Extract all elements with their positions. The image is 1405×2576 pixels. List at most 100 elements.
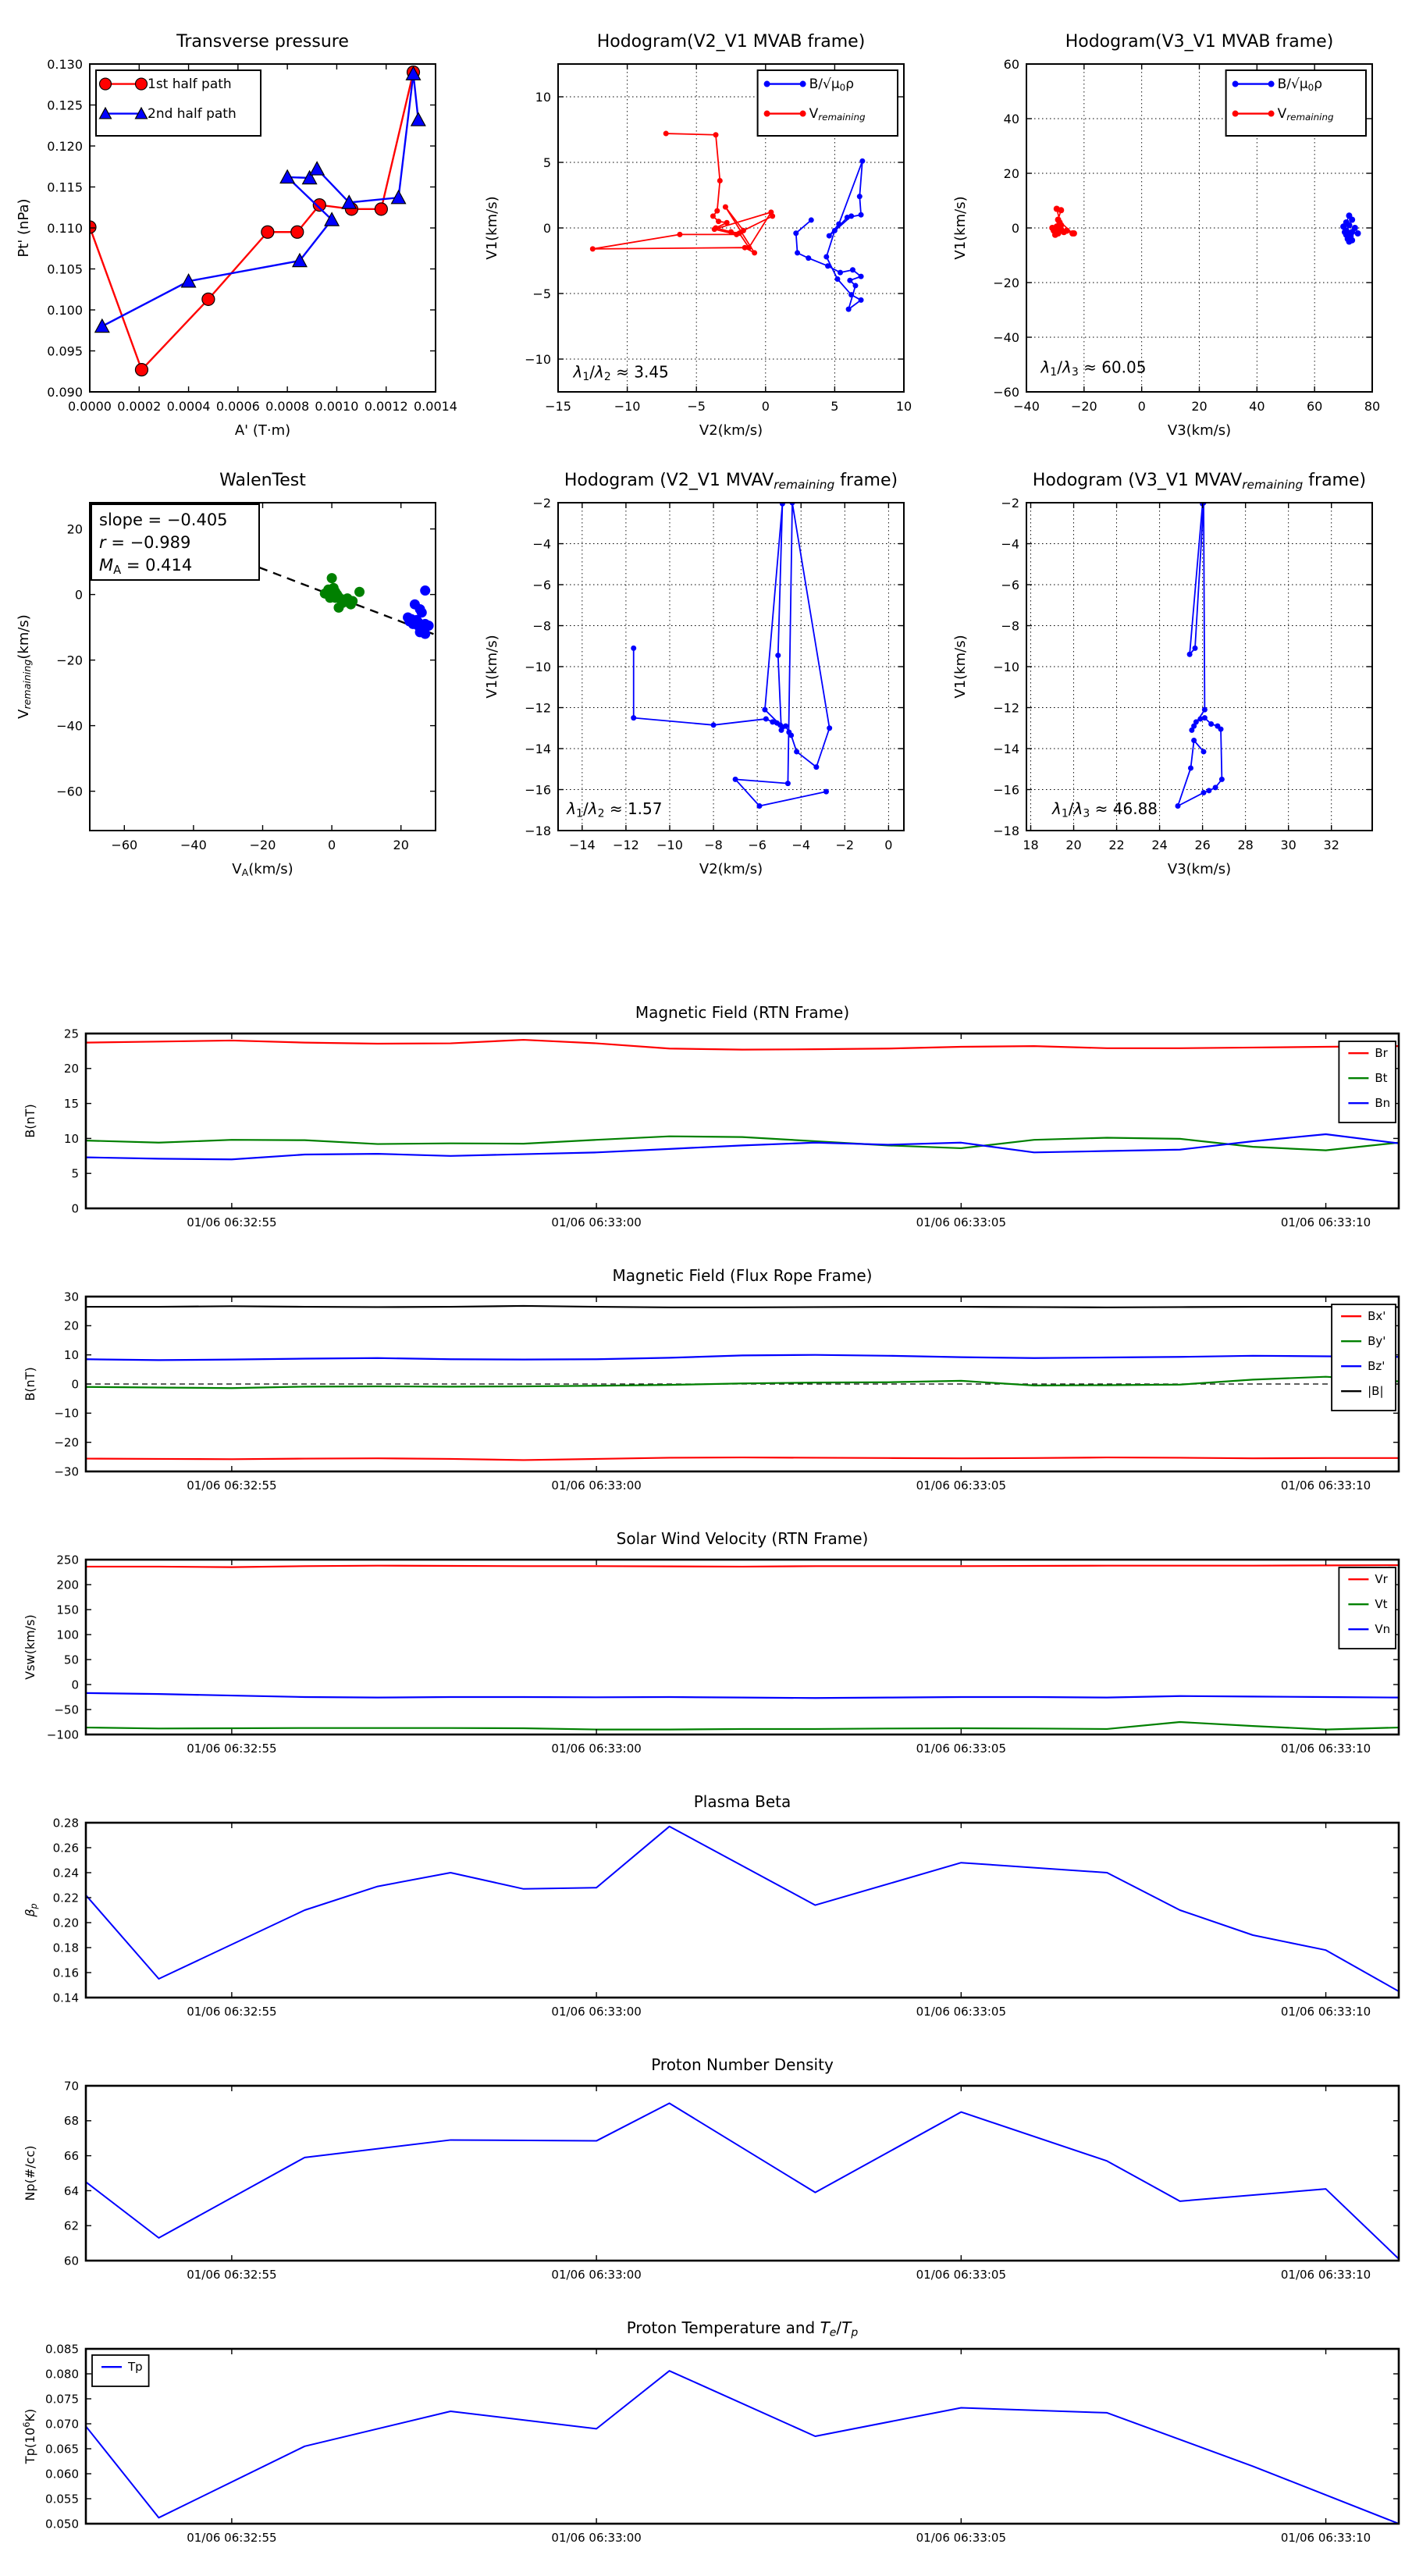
proton-temperature-legend-label: Tp xyxy=(127,2360,143,2374)
solar-wind-velocity-title: Solar Wind Velocity (RTN Frame) xyxy=(617,1529,869,1548)
solar-wind-velocity-ytick: 100 xyxy=(56,1628,79,1642)
hodogram-v3v1-mvav-ytick: −4 xyxy=(1001,536,1019,551)
proton-temperature-xtick: 01/06 06:32:55 xyxy=(187,2531,276,2545)
hodogram-v2v1-mvav-ytick: −2 xyxy=(532,496,551,511)
magnetic-field-rtn-xtick: 01/06 06:33:10 xyxy=(1281,1215,1371,1229)
magnetic-field-fluxrope-ylabel: B(nT) xyxy=(23,1367,37,1400)
hodogram-v3v1-mvab-ylabel: V1(km/s) xyxy=(952,196,969,259)
proton-temperature-ytick: 0.050 xyxy=(45,2517,79,2531)
magnetic-field-fluxrope-ytick: 30 xyxy=(64,1290,79,1304)
hodogram-v3v1-mvab-ytick: 0 xyxy=(1012,221,1019,236)
solar-wind-velocity-xtick: 01/06 06:32:55 xyxy=(187,1742,276,1756)
transverse-pressure-ytick: 0.095 xyxy=(47,343,83,358)
hodogram-v3v1-mvav-ytick: −6 xyxy=(1001,578,1019,592)
chart-proton-number-density: 01/06 06:32:55 01/06 06:33:00 01/06 06:33:… xyxy=(0,2037,1405,2300)
hodogram-v2v1-mvav-ylabel: V1(km/s) xyxy=(484,635,500,698)
hodogram-v3v1-mvav-xtick: 32 xyxy=(1324,838,1339,852)
magnetic-field-rtn-svg: 01/06 06:32:55 01/06 06:33:00 01/06 06:33:… xyxy=(0,985,1405,1247)
magnetic-field-fluxrope-ytick: −10 xyxy=(54,1407,79,1421)
hodogram-v3v1-mvav-svg: 18 20 22 24 26 28 30 32 −18 −16 −14 −12 −10 −8 −6 −4 −2 H… xyxy=(937,447,1405,884)
chart-magnetic-field-rtn: 01/06 06:32:55 01/06 06:33:00 01/06 06:33:… xyxy=(0,985,1405,1247)
hodogram-v3v1-mvab-ytick: 60 xyxy=(1004,57,1019,72)
proton-temperature-xtick: 01/06 06:33:00 xyxy=(551,2531,641,2545)
hodogram-v2v1-mvab-ytick: −5 xyxy=(532,286,551,301)
walen-test-ytick: 20 xyxy=(67,521,83,536)
proton-temperature-svg: 01/06 06:32:55 01/06 06:33:00 01/06 06:33:… xyxy=(0,2300,1405,2563)
walen-test-xtick: −20 xyxy=(250,838,276,852)
magnetic-field-fluxrope-legend-label: By' xyxy=(1368,1334,1385,1348)
hodogram-v2v1-mvav-ytick: −10 xyxy=(525,660,551,674)
proton-number-density-xtick: 01/06 06:32:55 xyxy=(187,2268,276,2282)
hodogram-v2v1-mvav-ytick: −16 xyxy=(525,782,551,797)
walen-test-ytick: −20 xyxy=(56,653,83,667)
plasma-beta-xtick: 01/06 06:33:10 xyxy=(1281,2005,1371,2019)
magnetic-field-fluxrope-legend-label: Bx' xyxy=(1368,1309,1385,1323)
solar-wind-velocity-legend-label: Vr xyxy=(1375,1572,1388,1586)
solar-wind-velocity-ylabel: Vsw(km/s) xyxy=(23,1614,37,1679)
transverse-pressure-ytick: 0.100 xyxy=(47,303,83,318)
hodogram-v3v1-mvab-xtick: 0 xyxy=(1138,399,1146,414)
hodogram-v2v1-mvav-title: Hodogram (V2_V1 MVAVremaining frame) xyxy=(564,471,898,492)
chart-magnetic-field-fluxrope: 01/06 06:32:55 01/06 06:33:00 01/06 06:33:… xyxy=(0,1248,1405,1510)
magnetic-field-fluxrope-title: Magnetic Field (Flux Rope Frame) xyxy=(613,1266,873,1285)
proton-temperature-ytick: 0.060 xyxy=(45,2467,79,2481)
chart-hodogram-v2v1-mvav: −14 −12 −10 −8 −6 −4 −2 0 −18 −16 −14 −12 −10 −8 −6 −4 −… xyxy=(468,447,937,884)
walen-test-xtick: −60 xyxy=(111,838,137,852)
hodogram-v2v1-mvav-ytick: −12 xyxy=(525,700,551,715)
magnetic-field-rtn-series xyxy=(86,1038,1399,1161)
hodogram-v3v1-mvav-xtick: 18 xyxy=(1023,838,1038,852)
solar-wind-velocity-ytick: −100 xyxy=(47,1727,79,1742)
hodogram-v2v1-mvab-xtick: −5 xyxy=(687,399,706,414)
hodogram-v2v1-mvav-series xyxy=(631,503,833,809)
magnetic-field-fluxrope-series xyxy=(86,1304,1399,1461)
hodogram-v2v1-mvav-ytick: −8 xyxy=(532,618,551,633)
hodogram-v2v1-mvav-xtick: −6 xyxy=(748,838,767,852)
hodogram-v2v1-mvab-title: Hodogram(V2_V1 MVAB frame) xyxy=(597,32,866,52)
solar-wind-velocity-ytick: 50 xyxy=(64,1653,79,1667)
plasma-beta-ytick: 0.28 xyxy=(53,1816,79,1830)
hodogram-v3v1-mvab-xtick: −40 xyxy=(1013,399,1040,414)
magnetic-field-rtn-ytick: 20 xyxy=(64,1062,79,1076)
walen-test-ytick: −40 xyxy=(56,718,83,733)
proton-number-density-svg: 01/06 06:32:55 01/06 06:33:00 01/06 06:33:… xyxy=(0,2037,1405,2300)
solar-wind-velocity-legend: Vr Vt Vn xyxy=(1338,1567,1396,1649)
hodogram-v2v1-mvav-xtick: −12 xyxy=(613,838,639,852)
hodogram-v2v1-mvav-xtick: −10 xyxy=(656,838,683,852)
hodogram-v2v1-mvav-xtick: −14 xyxy=(569,838,596,852)
hodogram-v2v1-mvab-ytick: 0 xyxy=(543,221,551,236)
hodogram-v3v1-mvav-xtick: 20 xyxy=(1065,838,1081,852)
magnetic-field-fluxrope-svg: 01/06 06:32:55 01/06 06:33:00 01/06 06:33:… xyxy=(0,1248,1405,1510)
solar-wind-velocity-svg: 01/06 06:32:55 01/06 06:33:00 01/06 06:33:… xyxy=(0,1511,1405,1774)
magnetic-field-rtn-legend-label: Bt xyxy=(1375,1071,1387,1085)
walen-test-stat: MA = 0.414 xyxy=(99,556,192,577)
hodogram-v3v1-mvav-ytick: −16 xyxy=(993,782,1019,797)
transverse-pressure-ylabel: Pt' (nPa) xyxy=(16,198,32,257)
walen-test-stat: r = −0.989 xyxy=(99,533,190,552)
hodogram-v3v1-mvab-ytick: 20 xyxy=(1004,166,1019,181)
plasma-beta-ytick: 0.16 xyxy=(53,1966,79,1980)
hodogram-v3v1-mvav-ytick: −18 xyxy=(993,824,1019,838)
magnetic-field-fluxrope-xtick: 01/06 06:33:10 xyxy=(1281,1478,1371,1493)
solar-wind-velocity-ytick: 150 xyxy=(56,1603,79,1617)
walen-test-xtick: 20 xyxy=(393,838,409,852)
hodogram-v3v1-mvav-ylabel: V1(km/s) xyxy=(952,635,969,698)
hodogram-v3v1-mvab-ytick: −60 xyxy=(993,385,1019,400)
hodogram-v3v1-mvab-legend-label: B/√μ0ρ xyxy=(1278,76,1322,93)
transverse-pressure-ytick: 0.110 xyxy=(47,221,83,236)
solar-wind-velocity-ytick: 200 xyxy=(56,1578,79,1592)
proton-number-density-xtick: 01/06 06:33:05 xyxy=(916,2268,1006,2282)
proton-temperature-ytick: 0.065 xyxy=(45,2442,79,2456)
proton-number-density-xtick: 01/06 06:33:10 xyxy=(1281,2268,1371,2282)
transverse-pressure-xtick: 0.0000 xyxy=(68,399,112,414)
hodogram-v3v1-mvav-xtick: 30 xyxy=(1281,838,1297,852)
hodogram-v2v1-mvab-legend-label: B/√μ0ρ xyxy=(809,76,854,93)
magnetic-field-fluxrope-legend-label: |B| xyxy=(1368,1384,1383,1398)
magnetic-field-rtn-ytick: 10 xyxy=(64,1132,79,1146)
plasma-beta-ytick: 0.14 xyxy=(53,1991,79,2005)
hodogram-v3v1-mvab-ytick: −20 xyxy=(993,276,1019,290)
hodogram-v3v1-mvab-xtick: 40 xyxy=(1249,399,1264,414)
walen-test-ytick: −60 xyxy=(56,784,83,799)
magnetic-field-fluxrope-ytick: 0 xyxy=(71,1377,79,1391)
proton-number-density-xtick: 01/06 06:33:00 xyxy=(551,2268,641,2282)
